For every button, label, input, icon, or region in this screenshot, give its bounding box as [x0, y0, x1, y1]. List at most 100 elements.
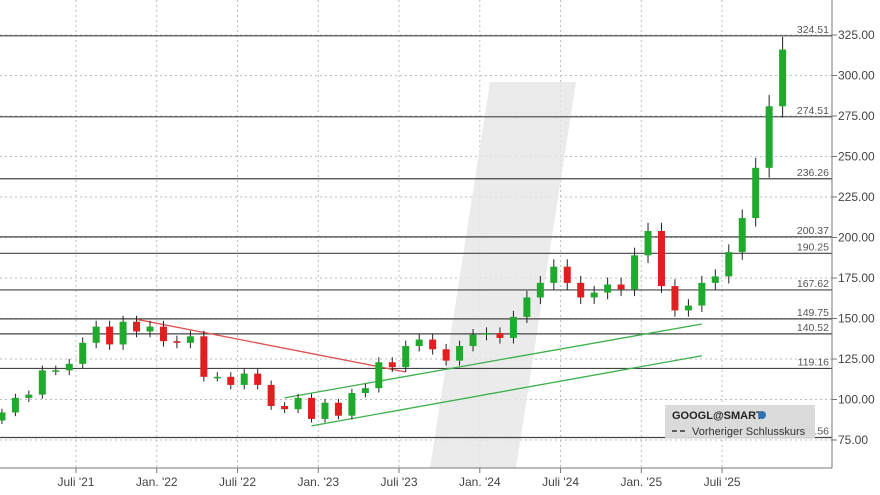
y-tick-label: 225.00	[838, 190, 875, 204]
candle-body	[496, 333, 504, 338]
price-level-label: 190.25	[797, 241, 829, 253]
candle-body	[671, 286, 679, 311]
x-tick-label: Juli '21	[58, 475, 95, 489]
candle-body	[644, 231, 652, 256]
x-tick-label: Juli '25	[704, 475, 741, 489]
candle-body	[308, 397, 316, 419]
candle-body	[698, 282, 706, 306]
candle-body	[617, 284, 625, 290]
candle-body	[0, 412, 6, 421]
candle-body	[456, 346, 464, 361]
candle-body	[173, 341, 181, 343]
candle-body	[213, 376, 221, 379]
y-tick-label: 250.00	[838, 150, 875, 164]
y-tick-label: 100.00	[838, 393, 875, 407]
candle-body	[281, 405, 289, 410]
candle-body	[550, 266, 558, 283]
candle-body	[159, 326, 167, 342]
candle-body	[375, 362, 383, 389]
candle-body	[25, 394, 33, 398]
x-tick-label: Juli '24	[542, 475, 579, 489]
candle-body	[79, 342, 87, 364]
candle-body	[186, 336, 194, 343]
x-tick-label: Jan. '25	[620, 475, 662, 489]
price-levels: 324.51 274.51 236.26 200.37 190.25 167.62 149.…	[0, 24, 832, 439]
candle-body	[65, 363, 73, 371]
y-tick-label: 175.00	[838, 271, 875, 285]
y-tick-label: 325.00	[838, 28, 875, 42]
y-tick-label: 300.00	[838, 69, 875, 83]
candle-body	[469, 334, 477, 347]
trendline	[311, 355, 702, 427]
price-level-label: 167.62	[797, 278, 829, 290]
candle-body	[11, 397, 19, 413]
candle-body	[133, 321, 141, 332]
candle-body	[119, 321, 127, 345]
grid	[0, 0, 832, 468]
trendline	[136, 318, 406, 373]
candle-body	[523, 297, 531, 317]
candle-body	[38, 370, 46, 395]
x-tick-label: Jan. '22	[136, 475, 178, 489]
candle-body	[52, 370, 60, 372]
candle-body	[429, 339, 437, 350]
candle-body	[604, 284, 612, 293]
legend-item-previous-close: Vorheriger Schlusskurs	[692, 426, 806, 438]
y-tick-label: 75.00	[838, 433, 868, 447]
candle-body	[92, 326, 100, 343]
candle-body	[227, 376, 235, 385]
y-axis: 75.00 100.00 125.00 150.00 175.00 200.00 225.0…	[832, 28, 875, 447]
candle-body	[711, 276, 719, 283]
x-axis: Juli '21 Jan. '22 Juli '22 Jan. '23 Juli '23…	[58, 468, 741, 489]
price-level-label: 140.52	[797, 322, 829, 334]
price-level-label: 149.75	[797, 307, 829, 319]
price-level-label: 119.16	[798, 356, 829, 368]
price-level-label: 324.51	[797, 24, 829, 36]
candle-body	[402, 346, 410, 368]
candle-body	[254, 373, 262, 385]
candle-body	[361, 388, 369, 394]
legend-title: GOOGL@SMART	[672, 410, 763, 422]
candle-body	[348, 393, 356, 416]
y-tick-label: 125.00	[838, 352, 875, 366]
candle-body	[577, 282, 585, 298]
globe-icon	[758, 411, 766, 419]
x-tick-label: Jan. '23	[297, 475, 339, 489]
candle-body	[321, 402, 329, 419]
y-tick-label: 200.00	[838, 231, 875, 245]
candle-body	[657, 231, 665, 287]
trendlines	[136, 318, 702, 427]
price-level-label: 236.26	[797, 167, 829, 179]
candle-body	[415, 339, 423, 347]
candle-body	[267, 384, 275, 406]
candle-body	[294, 397, 302, 410]
candle-body	[590, 292, 598, 298]
candles	[0, 36, 787, 425]
trendline	[284, 323, 702, 399]
candle-body	[388, 362, 396, 368]
x-tick-label: Juli '23	[381, 475, 418, 489]
price-level-label: 200.37	[797, 225, 829, 237]
candle-body	[725, 252, 733, 277]
candle-body	[200, 336, 208, 377]
candle-body	[563, 266, 571, 283]
y-tick-label: 275.00	[838, 109, 875, 123]
candle-body	[483, 333, 490, 335]
candle-body	[738, 218, 746, 253]
legend: GOOGL@SMART Vorheriger Schlusskurs	[665, 405, 815, 438]
price-level-label: 274.51	[797, 105, 829, 117]
candle-body	[240, 373, 248, 385]
y-tick-label: 150.00	[838, 312, 875, 326]
x-tick-label: Juli '22	[219, 475, 256, 489]
candle-body	[442, 349, 450, 361]
candle-body	[779, 49, 787, 107]
candle-body	[765, 106, 773, 168]
candle-body	[536, 282, 544, 298]
candle-body	[631, 255, 639, 290]
candle-body	[752, 167, 760, 219]
candle-body	[509, 316, 517, 338]
candle-body	[106, 326, 114, 345]
candle-body	[334, 402, 342, 416]
x-tick-label: Jan. '24	[459, 475, 501, 489]
